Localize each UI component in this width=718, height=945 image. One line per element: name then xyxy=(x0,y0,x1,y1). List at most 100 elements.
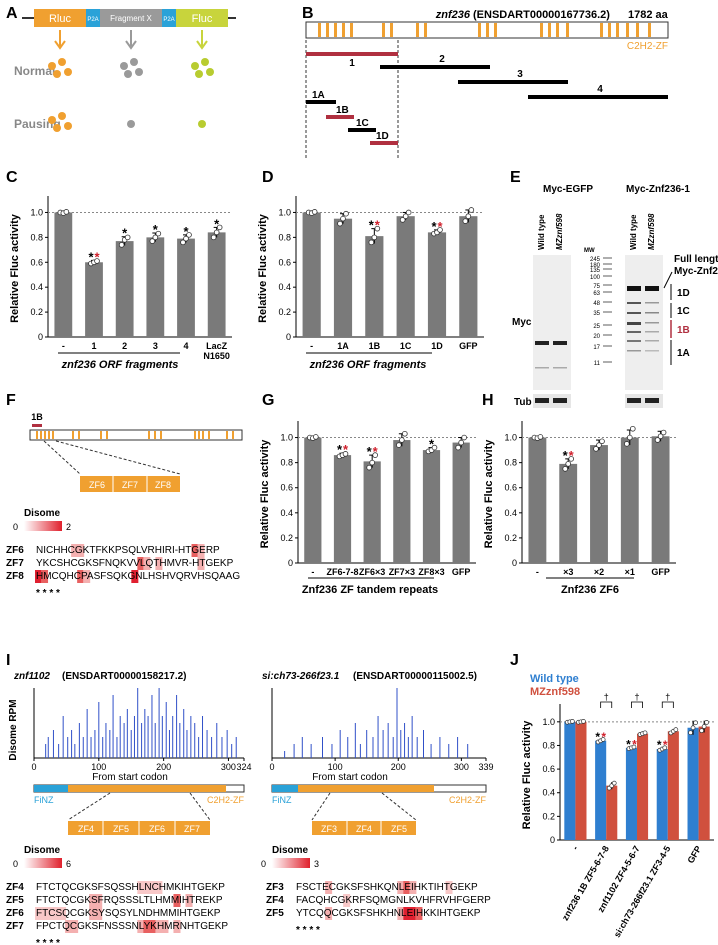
seq-highlight-0-19 xyxy=(149,881,157,894)
panel-letter-e: E xyxy=(510,169,521,186)
f-zf-stripe-15 xyxy=(208,431,210,439)
transcript-id: (ENSDART00000167736.2) xyxy=(473,9,610,21)
seq-row-2: YTCQQCGKSFSHKHNLEIHKKIHTGEKP xyxy=(296,908,481,919)
full-length-label-2: Myc-Znf236-1 xyxy=(674,266,718,277)
j-legend-wt: Wild type xyxy=(530,673,579,685)
seq-highlight-1-9 xyxy=(89,894,97,907)
x-tick-label-3: ×1 xyxy=(625,567,635,577)
point-0-2 xyxy=(63,209,70,215)
bar-0 xyxy=(54,212,73,337)
x-tick-label-3: ZF7×3 xyxy=(389,567,415,577)
seq-row-0: FTCTQCGKSFSQSSHLNCHMKIHTGEKP xyxy=(36,882,225,893)
x-tick-label-2: 1B xyxy=(369,341,381,351)
sig-mark-1: * xyxy=(563,448,569,463)
point-2-0 xyxy=(366,464,372,471)
point-1-1-2 xyxy=(611,780,617,786)
f-sequence-alignment: ZF6 NICHHCGKTFKKPSQLVRHIRI-HTGERP ZF7 YKCSH… xyxy=(6,544,240,599)
seq-highlight-0-7 xyxy=(77,544,85,557)
seq-highlight-2-4 xyxy=(59,907,67,920)
i-right-zoom-r xyxy=(381,792,417,821)
fluc-label: Fluc xyxy=(192,13,213,25)
y-tick-label-1: 0.2 xyxy=(30,307,43,317)
point-4-1-1 xyxy=(701,724,707,729)
seq-highlight-0-18 xyxy=(403,881,411,894)
x-tick-label-1: 1 xyxy=(91,341,96,351)
fragment-4-bar xyxy=(528,95,668,99)
x-tick-label-2: ZF6×3 xyxy=(359,567,385,577)
y-tick-label-0: 0 xyxy=(38,332,43,342)
bar-2 xyxy=(115,241,134,337)
f-zf-stripe-10 xyxy=(154,431,156,439)
zf-stripe-4 xyxy=(350,23,353,37)
bar-1 xyxy=(333,455,352,563)
zf-stripe-5 xyxy=(382,23,385,37)
i-left-zf7: ZF7 xyxy=(184,824,200,834)
i-left-scale-max: 6 xyxy=(66,859,71,869)
seq-row-3: FPCTQCGKSFNSSSNLYKHMRNHTGEKP xyxy=(36,921,228,932)
i-right-zf4: ZF4 xyxy=(356,824,372,834)
seq-highlight-1-17 xyxy=(137,557,145,570)
seq-highlight-0-6 xyxy=(71,544,79,557)
point-3-1 xyxy=(626,434,633,441)
point-4-2 xyxy=(431,444,438,451)
panel-letters: A B C D E F G H I J xyxy=(6,5,521,669)
zf-stripe-15 xyxy=(566,23,569,37)
sig-mark-4: * xyxy=(431,219,437,234)
blot-tub-left xyxy=(533,394,571,408)
y-tick-label-2: 0.4 xyxy=(280,508,293,518)
f-protein-bar xyxy=(29,429,243,441)
i-left-finz xyxy=(34,785,68,792)
point-2-1 xyxy=(371,234,378,241)
y-tick-label-1: 0.2 xyxy=(504,533,517,543)
blot-left-title: Myc-EGFP xyxy=(543,184,593,195)
seq-name-2: ZF8 xyxy=(6,571,24,582)
seq-highlight-0-27 xyxy=(197,544,205,557)
point-3-0 xyxy=(399,217,406,223)
point-4-0-1 xyxy=(690,725,696,731)
zf-stripe-9 xyxy=(478,23,481,37)
x-tick-label-2: ×2 xyxy=(594,567,604,577)
x-tick-label-0: - xyxy=(311,567,314,577)
seq-row-1: FACQHCGKRFSQMGNLKVHFRVHFGERP xyxy=(296,895,491,906)
sig-mark-red-2: * xyxy=(375,218,381,233)
point-1-1 xyxy=(565,461,571,467)
i-left-gene: znf1102 xyxy=(13,671,50,682)
x-tick-label-0: 0 xyxy=(31,762,36,772)
bar-4 xyxy=(422,450,441,563)
chart-i-left-disome: 0 100 200 300 324 xyxy=(31,688,252,772)
i-right-xlabel: From start codon xyxy=(312,772,388,783)
x-tick-label-0: - xyxy=(310,341,313,351)
f-1b-bar xyxy=(32,424,42,427)
fragment-x-box xyxy=(100,9,162,27)
seq-highlight-1-10 xyxy=(95,894,103,907)
x-tick-label-4: 1D xyxy=(431,341,443,351)
f-zf-stripe-11 xyxy=(160,431,162,439)
rluc-label: Rluc xyxy=(49,13,72,25)
sig-mark-4: * xyxy=(429,437,435,452)
x-tick-label-1: ZF6-7-8 xyxy=(326,567,358,577)
bar-4 xyxy=(177,238,195,337)
i-left-zoom-l xyxy=(67,792,111,821)
f-zf-stripe-14 xyxy=(202,431,204,439)
dagger-3: † xyxy=(665,692,670,702)
zf-stripe-1 xyxy=(326,23,329,37)
zf-stripe-11 xyxy=(494,23,497,37)
f-zf-stripe-5 xyxy=(72,431,74,439)
pausing-products xyxy=(48,112,206,132)
fragment-1b-bar xyxy=(326,115,354,119)
point-1-0 xyxy=(562,466,568,472)
sig-mark-red-1: * xyxy=(343,442,349,457)
f-scale-max: 2 xyxy=(66,522,71,532)
seq-stars: * * * * xyxy=(296,925,320,936)
f-zf-stripe-16 xyxy=(226,431,228,439)
sig-mark-3: * xyxy=(153,222,159,237)
point-5-0 xyxy=(210,234,217,241)
p2a-label-2: P2A xyxy=(163,17,174,23)
i-left-transcript: (ENSDART00000158217.2) xyxy=(62,671,187,682)
bar-5 xyxy=(452,442,470,563)
fragment-2-label: 2 xyxy=(439,54,445,65)
fragment-2-bar xyxy=(380,65,490,69)
x-tick-label-5-1: N1650 xyxy=(203,351,230,361)
seq-highlight-3-20 xyxy=(155,920,163,933)
